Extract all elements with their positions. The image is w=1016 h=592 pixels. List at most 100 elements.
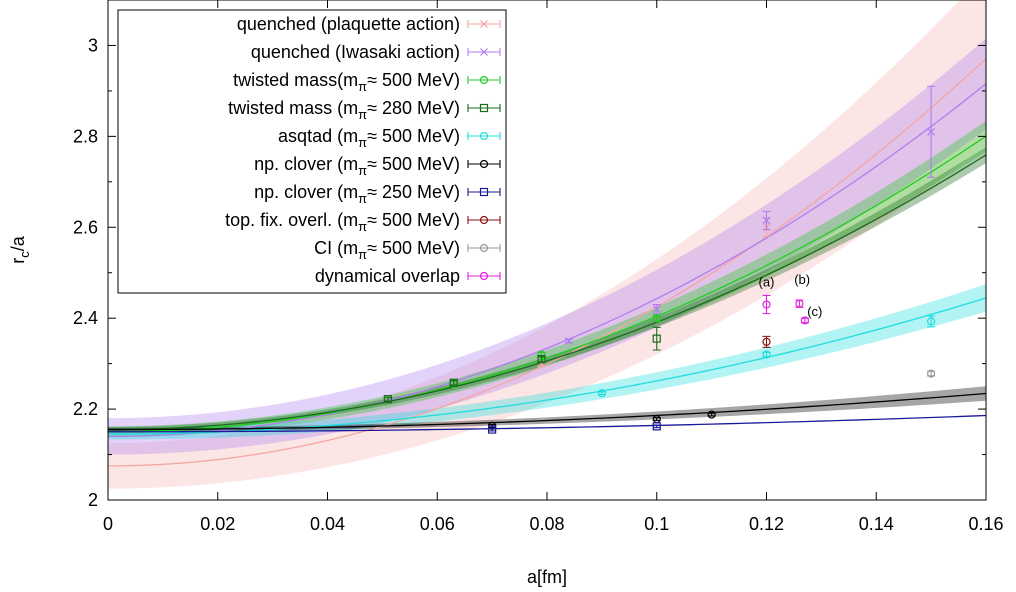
x-axis-label: a[fm]	[527, 567, 567, 587]
legend-sample-marker	[480, 20, 488, 28]
legend-entry-6: np. clover (mπ≈ 250 MeV)	[254, 182, 501, 206]
legend-sample-line	[467, 272, 501, 280]
point-marker	[927, 317, 936, 326]
data-point-1-1	[652, 303, 661, 315]
legend-box	[117, 9, 507, 294]
point-marker	[762, 337, 771, 346]
error-bar	[449, 379, 458, 386]
y-tick-label: 2.4	[73, 308, 98, 328]
fit-curve-0	[107, 58, 987, 467]
legend-sample-line	[467, 244, 501, 252]
fit-curve-2	[107, 135, 987, 433]
annotation-2: (c)	[807, 304, 822, 319]
point-marker	[762, 216, 771, 225]
legend-entry-5: np. clover (mπ≈ 500 MeV)	[254, 154, 501, 178]
data-point-3-2	[537, 354, 546, 364]
data-point-9-1	[795, 299, 804, 308]
fit-band-0	[108, 0, 986, 489]
error-bar	[597, 391, 606, 396]
annotation-1: (b)	[794, 272, 810, 287]
data-point-6-0	[488, 425, 497, 434]
error-bar	[652, 424, 661, 429]
data-point-5-2	[707, 410, 716, 419]
data-points	[383, 85, 936, 434]
legend-entry-1: quenched (Iwasaki action)	[251, 42, 501, 62]
legend-label: twisted mass (mπ≈ 280 MeV)	[228, 98, 460, 122]
point-marker	[800, 316, 810, 325]
legend-sample-line	[467, 76, 501, 84]
point-marker	[488, 425, 497, 434]
legend-sample-marker	[479, 243, 489, 253]
x-tick-label: 0.02	[200, 514, 235, 534]
data-point-4-2	[927, 315, 936, 328]
data-point-8-0	[927, 369, 936, 378]
error-bar	[488, 427, 497, 432]
data-point-9-2	[800, 316, 810, 325]
point-marker	[795, 299, 804, 308]
x-tick-label: 0.1	[644, 514, 669, 534]
annotation-0: (a)	[759, 274, 775, 289]
data-point-4-1	[762, 350, 771, 359]
error-bar	[707, 412, 716, 417]
x-tick-label: 0.12	[749, 514, 784, 534]
legend-entry-2: twisted mass(mπ≈ 500 MeV)	[233, 70, 501, 94]
x-tick-label: 0.08	[529, 514, 564, 534]
data-point-2-2	[652, 314, 661, 323]
legend: quenched (plaquette action) quenched (Iwa…	[117, 9, 507, 294]
legend-sample-marker	[479, 159, 489, 169]
legend-sample-marker	[479, 75, 489, 85]
data-point-3-3	[652, 326, 661, 351]
data-point-4-0	[597, 389, 606, 398]
legend-entry-4: asqtad (mπ≈ 500 MeV)	[278, 126, 501, 150]
y-tick-label: 2.8	[73, 126, 98, 146]
x-tick-label: 0.14	[859, 514, 894, 534]
legend-label: quenched (plaquette action)	[237, 14, 460, 34]
x-tick-label: 0.16	[968, 514, 1003, 534]
point-marker	[927, 127, 936, 136]
legend-label: quenched (Iwasaki action)	[251, 42, 460, 62]
point-marker	[927, 369, 936, 378]
legend-sample-line	[467, 132, 501, 140]
fit-curve-4	[107, 297, 987, 435]
fit-curve-6	[107, 414, 987, 433]
legend-sample-marker	[479, 271, 489, 281]
legend-label: asqtad (mπ≈ 500 MeV)	[278, 126, 460, 150]
data-point-1-0	[564, 336, 573, 345]
error-bar	[383, 396, 392, 402]
data-point-7-0	[762, 335, 771, 348]
point-marker	[565, 336, 573, 345]
legend-entry-8: CI (mπ≈ 500 MeV)	[314, 238, 501, 262]
legend-label: dynamical overlap	[315, 266, 460, 286]
data-point-3-1	[449, 378, 458, 387]
fit-bands	[108, 0, 986, 489]
legend-entry-7: top. fix. overl. (mπ≈ 500 MeV)	[225, 210, 501, 234]
data-point-9-0	[762, 294, 771, 315]
y-tick-label: 3	[88, 35, 98, 55]
legend-sample-line	[467, 216, 501, 224]
legend-label: top. fix. overl. (mπ≈ 500 MeV)	[225, 210, 460, 234]
point-marker	[652, 305, 661, 314]
legend-sample-marker	[479, 103, 489, 113]
legend-sample-marker	[479, 131, 489, 141]
point-marker	[652, 334, 661, 343]
error-bar	[762, 294, 771, 315]
fit-curves	[107, 58, 987, 467]
x-tick-label: 0.04	[310, 514, 345, 534]
fit-curve-5	[107, 392, 987, 431]
error-bar	[537, 356, 546, 362]
x-tick-label: 0	[103, 514, 113, 534]
legend-entry-3: twisted mass (mπ≈ 280 MeV)	[228, 98, 501, 122]
point-marker	[707, 410, 716, 419]
point-marker	[652, 422, 661, 431]
legend-entry-9: dynamical overlap	[315, 266, 501, 286]
data-point-1-3	[927, 85, 936, 178]
legend-sample-line	[467, 104, 501, 112]
y-tick-label: 2.2	[73, 399, 98, 419]
point-marker	[449, 378, 458, 387]
x-tick-label: 0.06	[420, 514, 455, 534]
point-marker	[383, 394, 392, 404]
legend-sample-marker	[480, 48, 488, 56]
error-bar	[652, 326, 661, 351]
point-marker	[597, 389, 606, 398]
